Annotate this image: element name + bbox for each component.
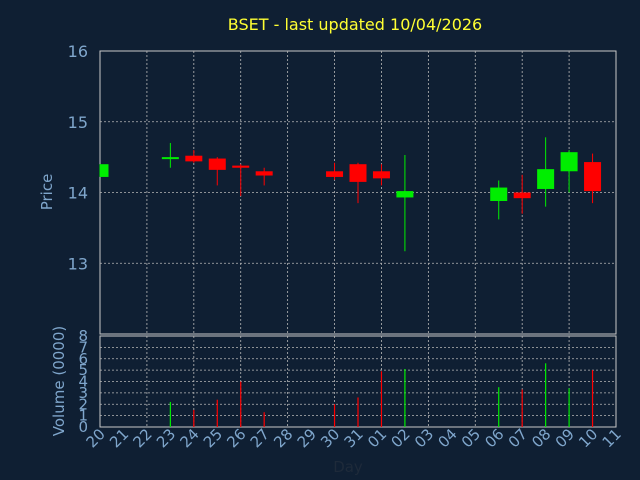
candle-body [326, 171, 344, 177]
candle-body [255, 171, 273, 176]
x-tick-label: 09 [552, 425, 578, 451]
x-tick-label: 24 [176, 425, 202, 451]
x-tick-label: 07 [505, 425, 531, 451]
x-tick-label: 26 [223, 425, 249, 451]
candle-body [349, 164, 367, 182]
candle-body [208, 158, 226, 170]
x-tick-label: 02 [388, 425, 414, 451]
x-tick-label: 22 [130, 425, 156, 451]
volume-tick-label: 5 [78, 361, 88, 379]
price-axis-label: Price [38, 174, 56, 211]
x-tick-labels: 2021222324252627282930310102030405060708… [83, 425, 625, 451]
price-tick-label: 14 [68, 184, 88, 203]
volume-tick-label: 6 [78, 350, 88, 368]
x-tick-label: 25 [200, 425, 226, 451]
x-tick-label: 05 [458, 425, 484, 451]
candle-body [185, 155, 203, 162]
x-tick-label: 29 [294, 425, 320, 451]
x-tick-label: 31 [341, 425, 367, 451]
x-tick-label: 11 [599, 425, 625, 451]
volume-tick-label: 4 [78, 373, 88, 391]
x-tick-label: 06 [481, 425, 507, 451]
candle-body [537, 169, 555, 189]
x-tick-label: 28 [270, 425, 296, 451]
x-tick-label: 21 [106, 425, 132, 451]
x-axis-label: Day [333, 458, 363, 476]
volume-tick-label: 0 [78, 418, 88, 436]
x-tick-label: 03 [411, 425, 437, 451]
price-panel: 13 14 15 16 [68, 42, 617, 335]
volume-axis-label: Volume (0000) [50, 326, 68, 436]
candle-body [372, 171, 390, 179]
volume-tick-label: 2 [78, 395, 88, 413]
candle-body [232, 165, 250, 168]
volume-tick-label: 8 [78, 327, 88, 345]
x-tick-label: 08 [528, 425, 554, 451]
volume-tick-label: 1 [78, 407, 88, 425]
candle-body [396, 191, 414, 198]
price-tick-label: 13 [68, 254, 88, 273]
x-tick-label: 10 [575, 425, 601, 451]
x-tick-label: 04 [434, 425, 460, 451]
candle-body [513, 192, 531, 199]
x-tick-label: 01 [364, 425, 390, 451]
x-tick-label: 23 [153, 425, 179, 451]
price-tick-label: 16 [68, 42, 88, 61]
volume-tick-label: 7 [78, 338, 88, 356]
candle-body [584, 162, 602, 192]
x-tick-label: 30 [317, 425, 343, 451]
chart-title: BSET - last updated 10/04/2026 [228, 15, 482, 34]
candle-body [100, 164, 109, 177]
candle-body [161, 157, 179, 160]
x-tick-label: 27 [247, 425, 273, 451]
price-tick-label: 15 [68, 113, 88, 132]
candle-body [560, 152, 578, 172]
candle-body [490, 187, 508, 201]
volume-tick-label: 3 [78, 384, 88, 402]
